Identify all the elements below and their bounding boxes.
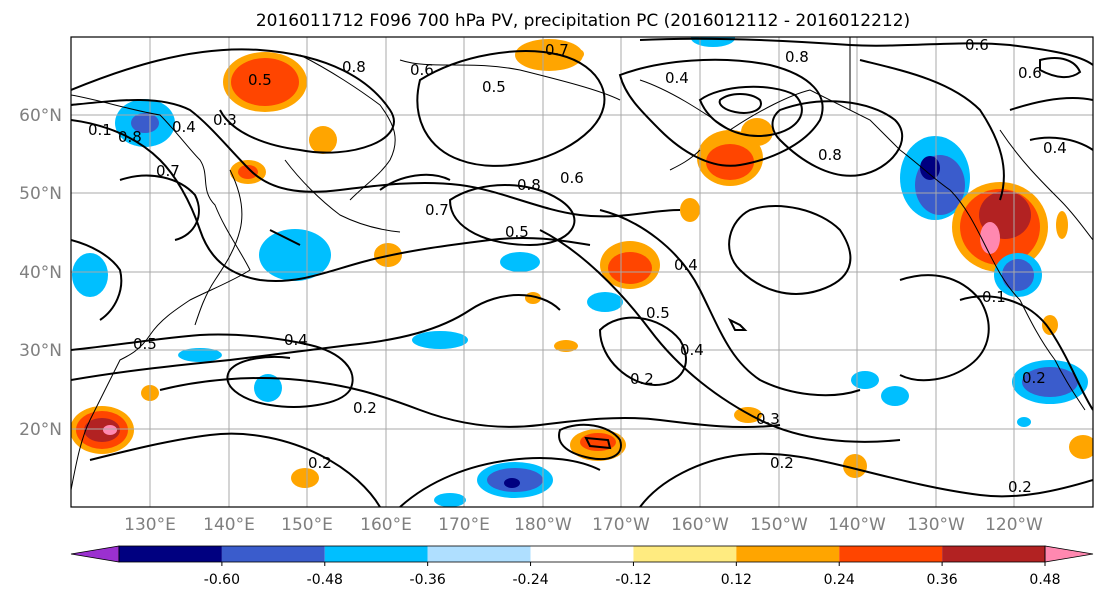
lon-label: 130°E [124, 515, 176, 535]
lat-label: 60°N [19, 106, 62, 126]
contour-label: 0.7 [156, 162, 180, 180]
contour-label: 0.1 [982, 288, 1006, 306]
lon-label: 150°W [750, 515, 808, 535]
lat-label: 40°N [19, 263, 62, 283]
colorbar-segment [530, 546, 634, 562]
contour-label: 0.7 [545, 41, 569, 59]
lon-label: 140°E [203, 515, 255, 535]
contour-label: 0.4 [284, 331, 308, 349]
colorbar-segment [427, 546, 531, 562]
contour-label: 0.8 [785, 48, 809, 66]
contour-label: 0.6 [965, 36, 989, 54]
contour-label: 0.4 [680, 341, 704, 359]
lon-label: 170°E [438, 515, 490, 535]
contour-label: 0.3 [756, 410, 780, 428]
lat-label: 20°N [19, 420, 62, 440]
lon-label: 160°W [671, 515, 729, 535]
contour-label: 0.2 [770, 454, 794, 472]
colorbar-segment [324, 546, 428, 562]
colorbar-tick-label: -0.60 [204, 572, 240, 588]
lon-label: 130°W [907, 515, 965, 535]
contour-label: 0.6 [410, 61, 434, 79]
contour-label: 0.5 [646, 304, 670, 322]
pv-contours [71, 37, 1093, 507]
colorbar: -0.60 -0.48 -0.36 -0.24 -0.12 0.12 0.24 0.36 0.4… [70, 545, 1094, 588]
longitude-labels: 130°E 140°E 150°E 160°E 170°E 180°W 170°… [124, 515, 1043, 535]
map-panel: 0.7 0.6 0.8 0.6 0.5 0.4 0.3 0.1 0.8 0.5 … [70, 36, 1094, 508]
contour-label: 0.8 [517, 176, 541, 194]
colorbar-tick-label: 0.48 [1029, 572, 1060, 588]
contour-label: 0.2 [630, 370, 654, 388]
contour-label: 0.5 [133, 335, 157, 353]
colorbar-outline [118, 545, 1046, 563]
contour-label: 0.6 [1018, 64, 1042, 82]
contour-label: 0.2 [1008, 478, 1032, 496]
contour-label: 0.4 [172, 118, 196, 136]
lon-label: 150°E [281, 515, 333, 535]
colorbar-segment [221, 546, 325, 562]
colorbar-tick-label: -0.36 [410, 572, 446, 588]
colorbar-segment [736, 546, 840, 562]
colorbar-tick-label: -0.48 [307, 572, 343, 588]
contour-label: 0.8 [118, 128, 142, 146]
contour-label: 0.6 [560, 169, 584, 187]
contour-label: 0.1 [88, 121, 112, 139]
colorbar-tick-label: 0.12 [721, 572, 752, 588]
map-title: 2016011712 F096 700 hPa PV, precipitatio… [256, 11, 910, 31]
contour-label: 0.5 [482, 78, 506, 96]
contour-labels: 0.7 0.6 0.8 0.6 0.5 0.4 0.3 0.1 0.8 0.5 … [88, 36, 1067, 496]
lat-label: 50°N [19, 184, 62, 204]
colorbar-tick-label: -0.12 [615, 572, 651, 588]
lon-label: 170°W [592, 515, 650, 535]
colorbar-tick-label: -0.24 [512, 572, 548, 588]
colorbar-segment [942, 546, 1045, 562]
colorbar-tick-label: 0.24 [824, 572, 855, 588]
map-frame [70, 36, 1094, 508]
colorbar-segment [839, 546, 943, 562]
contour-label: 0.8 [818, 146, 842, 164]
contour-label: 0.5 [248, 71, 272, 89]
colorbar-segment [633, 546, 737, 562]
colorbar-tick-label: 0.36 [927, 572, 958, 588]
colorbar-extend-low [70, 545, 120, 563]
contour-label: 0.4 [1043, 139, 1067, 157]
contour-label: 0.2 [308, 454, 332, 472]
lat-label: 30°N [19, 341, 62, 361]
contour-label: 0.2 [353, 399, 377, 417]
contour-label: 0.4 [674, 256, 698, 274]
lon-label: 160°E [360, 515, 412, 535]
lon-label: 120°W [985, 515, 1043, 535]
contour-label: 0.8 [342, 58, 366, 76]
contour-label: 0.4 [665, 69, 689, 87]
contour-label: 0.3 [213, 111, 237, 129]
contour-label: 0.7 [425, 201, 449, 219]
colorbar-segment [119, 546, 222, 562]
contour-label: 0.2 [1022, 369, 1046, 387]
contour-label: 0.5 [505, 223, 529, 241]
latitude-labels: 60°N 50°N 40°N 30°N 20°N [19, 106, 62, 440]
lon-label: 180°W [514, 515, 572, 535]
lon-label: 140°W [828, 515, 886, 535]
colorbar-extend-high [1044, 545, 1094, 563]
precip-shading [71, 37, 1093, 507]
